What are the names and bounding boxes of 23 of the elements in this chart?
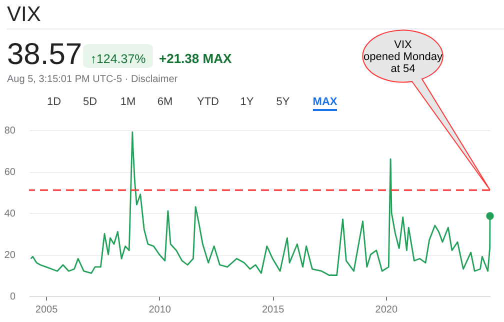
x-tick-label: 2005	[35, 304, 58, 316]
y-tick-label: 40	[4, 208, 16, 220]
text: Aug 5, 3:15:01 PM UTC-5 · Disclaimer	[7, 74, 178, 85]
y-tick-label: 0	[10, 292, 16, 302]
text: 5D	[82, 96, 98, 108]
chart-title: VIX	[7, 3, 41, 26]
text: 1D	[46, 96, 62, 108]
text: 5Y	[276, 96, 290, 108]
text: 1Y	[240, 96, 254, 108]
text: VIX opened Monday at 54	[364, 39, 443, 75]
text: 38.57	[7, 38, 82, 71]
y-tick-label: 20	[4, 250, 16, 261]
x-tick-label: 2010	[148, 304, 172, 316]
text: YTD	[197, 96, 220, 108]
text: 6M	[157, 96, 173, 108]
y-tick-label: 80	[4, 126, 16, 136]
x-tick-label: 2020	[375, 304, 398, 316]
text: +21.38 MAX	[159, 51, 232, 66]
text: MAX	[312, 96, 338, 108]
text: 1M	[120, 96, 136, 108]
y-tick-label: 60	[4, 167, 16, 178]
x-tick-label: 2015	[262, 304, 285, 316]
text: ↑124.37%	[90, 52, 146, 66]
